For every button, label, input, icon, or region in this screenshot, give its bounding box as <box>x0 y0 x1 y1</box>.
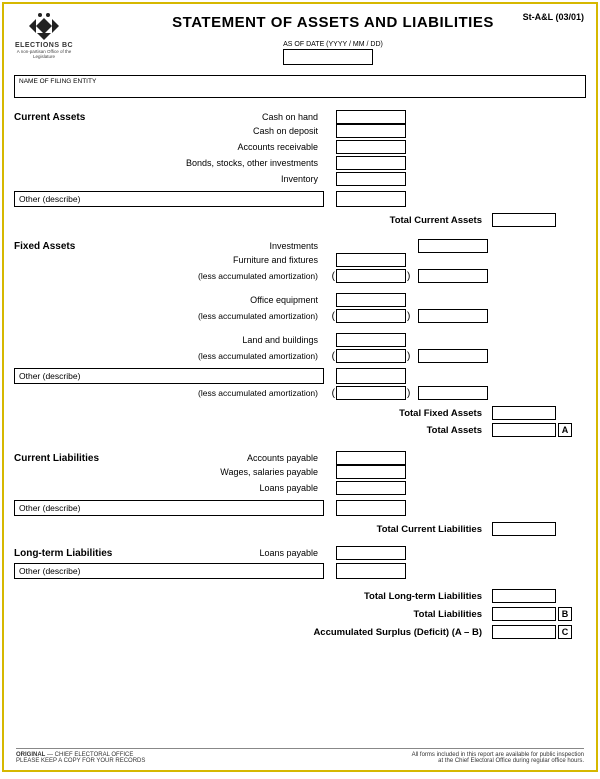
logo: ELECTIONS BC A non-partisan Office of th… <box>14 12 74 59</box>
logo-subtext: A non-partisan Office of the Legislature <box>14 49 74 59</box>
input-other-fa[interactable] <box>336 368 406 384</box>
logo-text: ELECTIONS BC <box>14 42 74 49</box>
surplus-label: Accumulated Surplus (Deficit) (A – B) <box>14 627 488 638</box>
input-inventory[interactable] <box>336 172 406 186</box>
input-other-net[interactable] <box>418 386 488 400</box>
section-current-liab: Current Liabilities <box>14 453 164 464</box>
label-lb-amort: (less accumulated amortization) <box>164 351 324 361</box>
label-ap: Accounts payable <box>164 453 324 463</box>
footer-r2: at the Chief Electoral Office during reg… <box>412 758 584 764</box>
label-oe-amort: (less accumulated amortization) <box>164 311 324 321</box>
asof-input[interactable] <box>283 49 373 65</box>
form-page: St-A&L (03/01) ELECTIONS BC A non-partis… <box>2 2 598 772</box>
input-bonds[interactable] <box>336 156 406 170</box>
surplus-input[interactable] <box>492 625 556 639</box>
input-ff-amort[interactable] <box>336 269 406 283</box>
input-ar[interactable] <box>336 140 406 154</box>
total-assets-input[interactable] <box>492 423 556 437</box>
letter-a: A <box>558 423 572 437</box>
input-other-amort[interactable] <box>336 386 406 400</box>
label-ff-amort: (less accumulated amortization) <box>164 271 324 281</box>
input-other-lt[interactable] <box>336 563 406 579</box>
total-current-liab-label: Total Current Liabilities <box>14 524 488 535</box>
total-current-liab-input[interactable] <box>492 522 556 536</box>
letter-c: C <box>558 625 572 639</box>
input-cash-deposit[interactable] <box>336 124 406 138</box>
input-oe-net[interactable] <box>418 309 488 323</box>
label-investments: Investments <box>164 241 324 251</box>
input-ff-net[interactable] <box>418 269 488 283</box>
input-other-ca[interactable] <box>336 191 406 207</box>
input-investments[interactable] <box>418 239 488 253</box>
input-oe[interactable] <box>336 293 406 307</box>
total-assets-label: Total Assets <box>14 425 488 436</box>
input-lb-amort[interactable] <box>336 349 406 363</box>
footer: ORIGINAL — CHIEF ELECTORAL OFFICE PLEASE… <box>16 748 584 764</box>
total-lt-input[interactable] <box>492 589 556 603</box>
entity-label: NAME OF FILING ENTITY <box>19 78 581 85</box>
label-loans: Loans payable <box>164 483 324 493</box>
input-oe-amort[interactable] <box>336 309 406 323</box>
label-oe: Office equipment <box>164 295 324 305</box>
form-code: St-A&L (03/01) <box>523 12 584 22</box>
input-other-cl[interactable] <box>336 500 406 516</box>
section-longterm: Long-term Liabilities <box>14 548 164 559</box>
label-inventory: Inventory <box>164 174 324 184</box>
other-longterm[interactable]: Other (describe) <box>14 563 324 579</box>
asof-label: AS OF DATE (YYYY / MM / DD) <box>283 41 383 48</box>
label-cash-deposit: Cash on deposit <box>164 126 324 136</box>
page-title: STATEMENT OF ASSETS AND LIABILITIES <box>80 14 586 31</box>
label-bonds: Bonds, stocks, other investments <box>164 158 324 168</box>
other-current-liab[interactable]: Other (describe) <box>14 500 324 516</box>
input-lb-net[interactable] <box>418 349 488 363</box>
total-fixed-assets-input[interactable] <box>492 406 556 420</box>
input-ff[interactable] <box>336 253 406 267</box>
other-fixed-assets[interactable]: Other (describe) <box>14 368 324 384</box>
input-lb[interactable] <box>336 333 406 347</box>
section-current-assets: Current Assets <box>14 112 164 123</box>
total-lt-label: Total Long-term Liabilities <box>14 591 488 602</box>
input-ap[interactable] <box>336 451 406 465</box>
total-fixed-assets-label: Total Fixed Assets <box>14 408 488 419</box>
footer-keepcopy: PLEASE KEEP A COPY FOR YOUR RECORDS <box>16 758 145 764</box>
label-other-amort: (less accumulated amortization) <box>164 388 324 398</box>
label-wages: Wages, salaries payable <box>164 467 324 477</box>
header: ELECTIONS BC A non-partisan Office of th… <box>14 12 586 71</box>
input-wages[interactable] <box>336 465 406 479</box>
label-cash-hand: Cash on hand <box>164 112 324 122</box>
label-ff: Furniture and fixtures <box>164 255 324 265</box>
label-lb: Land and buildings <box>164 335 324 345</box>
total-current-assets-input[interactable] <box>492 213 556 227</box>
total-liab-input[interactable] <box>492 607 556 621</box>
input-cash-hand[interactable] <box>336 110 406 124</box>
entity-box[interactable]: NAME OF FILING ENTITY <box>14 75 586 98</box>
label-ar: Accounts receivable <box>164 142 324 152</box>
total-current-assets-label: Total Current Assets <box>14 215 488 226</box>
logo-icon <box>14 12 74 40</box>
input-lt-loans[interactable] <box>336 546 406 560</box>
letter-b: B <box>558 607 572 621</box>
section-fixed-assets: Fixed Assets <box>14 241 164 252</box>
total-liab-label: Total Liabilities <box>14 609 488 620</box>
input-loans[interactable] <box>336 481 406 495</box>
other-current-assets[interactable]: Other (describe) <box>14 191 324 207</box>
label-lt-loans: Loans payable <box>164 548 324 558</box>
